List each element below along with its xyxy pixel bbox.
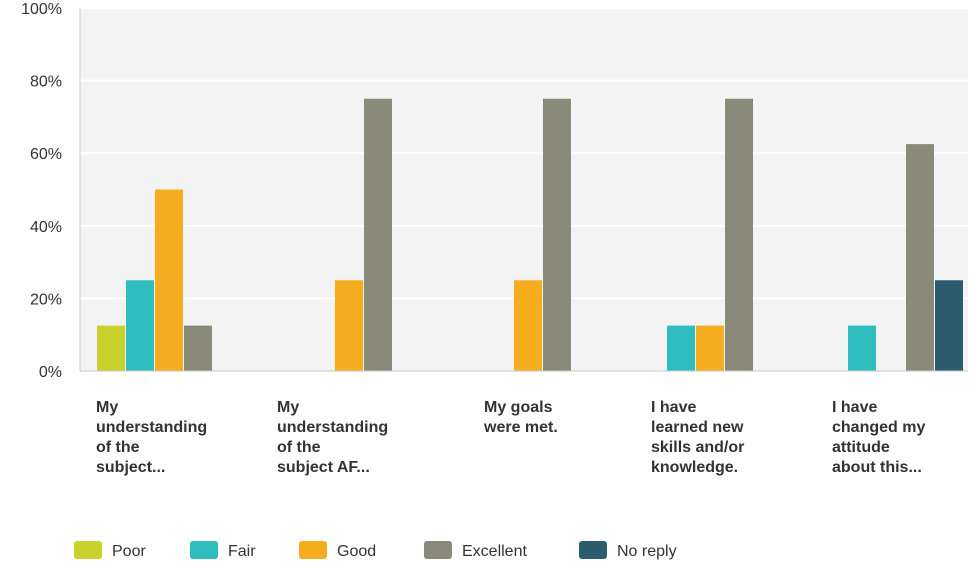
x-category-label-line: knowledge. [651,459,738,476]
x-category-label-line: understanding [277,419,388,436]
y-tick-label: 80% [30,74,62,91]
x-category-label-line: learned new [651,419,744,436]
legend-item-fair: Fair [190,541,256,560]
bar-excellent-4 [906,144,934,371]
x-category-label: I have changed my attitude about this... [832,399,925,476]
x-category-label: I have learned new skills and/or knowledge. [651,399,744,476]
bars [97,98,963,371]
axes [79,8,968,372]
x-category-label: My goals were met. [483,399,558,436]
bar-excellent-0 [184,325,212,371]
legend-label: Poor [112,543,146,560]
legend-swatch [579,541,607,559]
legend-label: Fair [228,543,256,560]
x-axis-labels: My understanding of the subject... My underst… [96,399,925,476]
x-category-label-line: My [277,399,299,416]
legend-item-good: Good [299,541,376,560]
legend-item-no-reply: No reply [579,541,677,560]
bar-fair-4 [848,325,876,371]
x-category-label-line: I have [832,399,877,416]
y-tick-label: 100% [21,1,62,18]
x-category-label-line: attitude [832,439,890,456]
legend-swatch [74,541,102,559]
bar-excellent-1 [364,98,392,371]
legend-item-excellent: Excellent [424,541,527,560]
bar-fair-3 [667,325,695,371]
legend-swatch [190,541,218,559]
y-tick-label: 0% [39,364,62,381]
legend-label: Excellent [462,543,527,560]
x-category-label-line: subject AF... [277,459,370,476]
legend: Poor Fair Good Excellent No reply [74,541,677,560]
y-axis-ticks: 0% 20% 40% 60% 80% 100% [21,1,62,381]
x-category-label: My understanding of the subject AF... [277,399,388,476]
y-tick-label: 60% [30,146,62,163]
legend-swatch [424,541,452,559]
legend-label: Good [337,543,376,560]
x-category-label: My understanding of the subject... [96,399,207,476]
x-category-label-line: understanding [96,419,207,436]
bar-good-3 [696,325,724,371]
y-tick-label: 40% [30,219,62,236]
legend-label: No reply [617,543,677,560]
x-category-label-line: changed my [832,419,925,436]
x-category-label-line: skills and/or [651,439,744,456]
x-category-label-line: subject... [96,459,165,476]
x-category-label-line: My [96,399,118,416]
bar-good-1 [335,280,363,371]
legend-swatch [299,541,327,559]
bar-excellent-3 [725,98,753,371]
legend-item-poor: Poor [74,541,146,560]
bar-good-2 [514,280,542,371]
x-category-label-line: My goals [484,399,553,416]
bar-poor-0 [97,325,125,371]
y-tick-label: 20% [30,291,62,308]
x-category-label-line: of the [96,439,140,456]
x-category-label-line: about this... [832,459,922,476]
bar-good-0 [155,189,183,371]
bar-no-reply-4 [935,280,963,371]
x-category-label-line: were met. [483,419,558,436]
x-category-label-line: I have [651,399,696,416]
bar-excellent-2 [543,98,571,371]
bar-fair-0 [126,280,154,371]
x-category-label-line: of the [277,439,321,456]
